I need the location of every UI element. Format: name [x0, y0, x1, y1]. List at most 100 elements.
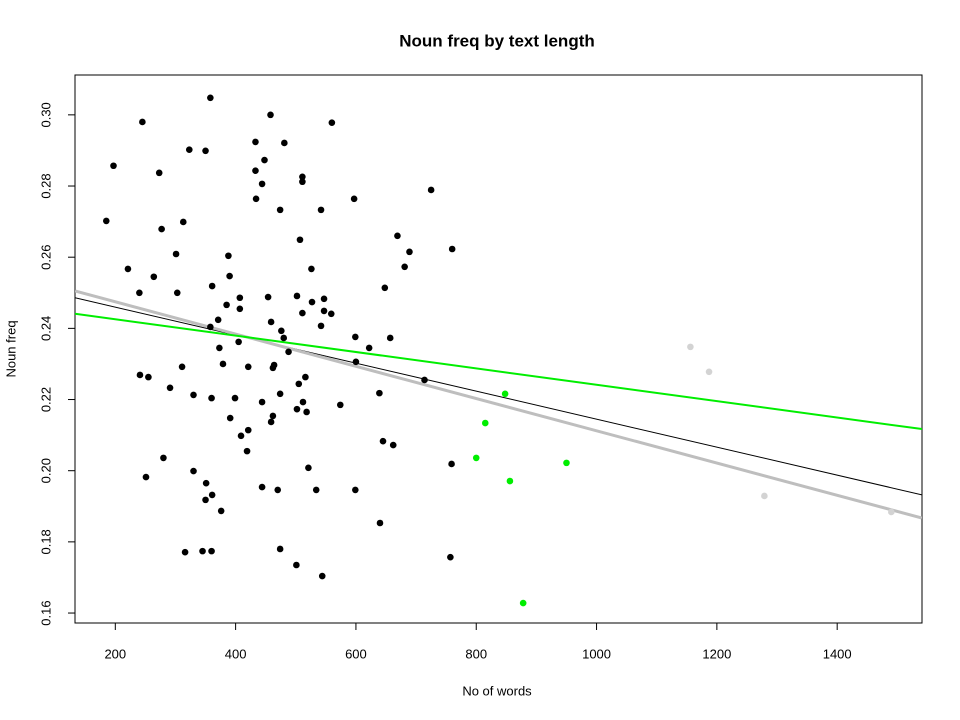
point [223, 301, 230, 309]
point [208, 491, 216, 499]
point [299, 398, 307, 406]
point [293, 561, 300, 569]
point [269, 412, 277, 420]
point [299, 173, 306, 181]
point [166, 384, 174, 392]
point [563, 459, 570, 467]
point [226, 414, 234, 422]
point [501, 390, 509, 398]
point [150, 273, 158, 281]
point [160, 454, 167, 462]
point [190, 391, 197, 399]
point [136, 289, 143, 297]
point [139, 118, 146, 126]
point [352, 333, 359, 341]
point [225, 252, 232, 260]
point [320, 307, 328, 315]
point [389, 441, 397, 449]
point [199, 547, 206, 555]
point [519, 599, 527, 607]
point [296, 236, 304, 244]
point [244, 363, 252, 371]
point [267, 318, 275, 326]
point [243, 447, 251, 455]
x-tick-label: 1200 [702, 646, 731, 661]
x-tick-label: 600 [345, 646, 367, 661]
point [208, 547, 215, 555]
point [281, 139, 288, 147]
y-tick-label: 0.28 [38, 173, 53, 198]
point [208, 394, 215, 402]
y-tick-label: 0.22 [38, 387, 53, 412]
point [252, 167, 259, 175]
point [293, 292, 301, 300]
point [379, 437, 387, 445]
point [179, 218, 187, 226]
point [231, 394, 239, 402]
point [145, 373, 152, 381]
regression-line [75, 297, 922, 496]
point [299, 178, 306, 186]
point [705, 368, 713, 376]
x-tick-label: 800 [465, 646, 487, 661]
point [336, 401, 344, 409]
point [258, 180, 266, 188]
point [208, 282, 216, 290]
point [136, 371, 144, 379]
point [252, 138, 259, 146]
point [327, 310, 335, 318]
point [244, 426, 252, 434]
point [267, 418, 275, 426]
point [258, 398, 266, 406]
y-tick-label: 0.18 [38, 529, 53, 554]
x-tick-label: 1400 [823, 646, 852, 661]
point [303, 408, 310, 416]
point [237, 432, 245, 440]
point [214, 316, 222, 324]
point [217, 507, 225, 515]
point [110, 162, 117, 170]
regression-line [75, 289, 922, 520]
point [216, 344, 223, 352]
plot-frame [74, 74, 923, 624]
point [888, 508, 895, 516]
point [318, 572, 326, 580]
point [185, 146, 193, 154]
point [401, 263, 408, 271]
point [267, 111, 274, 119]
x-axis-label: No of words [462, 683, 532, 698]
point [285, 348, 292, 356]
point [190, 467, 197, 475]
point [202, 479, 210, 487]
point [276, 206, 284, 214]
point [235, 338, 242, 346]
point [124, 265, 132, 273]
y-axis-label: Noun freq [3, 320, 18, 377]
point [280, 334, 288, 342]
point [376, 389, 383, 397]
point [236, 305, 244, 313]
x-tick-label: 1000 [582, 646, 611, 661]
point [219, 360, 227, 368]
point [506, 477, 514, 485]
chart-title: Noun freq by text length [399, 31, 595, 50]
point [158, 225, 165, 233]
y-tick-label: 0.20 [38, 458, 53, 483]
point [394, 232, 401, 240]
point [761, 492, 768, 500]
point [102, 217, 110, 225]
point [261, 156, 268, 164]
point [317, 206, 325, 214]
y-tick-label: 0.30 [38, 102, 53, 127]
point [299, 309, 306, 317]
point [207, 94, 214, 102]
point [305, 464, 312, 472]
point [252, 195, 260, 203]
point [447, 553, 454, 561]
point [276, 545, 284, 553]
point [312, 486, 320, 494]
point [352, 486, 359, 494]
point [427, 186, 435, 194]
point [687, 343, 694, 351]
point [226, 272, 233, 280]
